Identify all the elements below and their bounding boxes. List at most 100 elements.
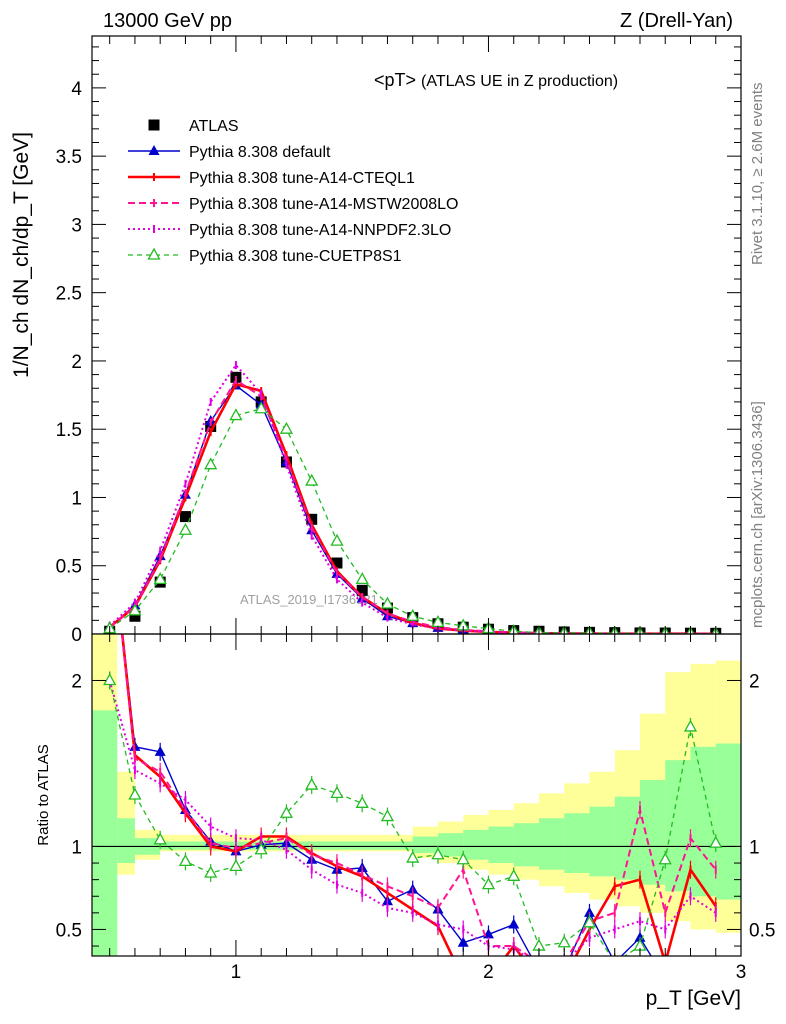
- data-point: [179, 511, 191, 523]
- data-point: [279, 421, 294, 434]
- ratio-y-tick-label: 0.5: [56, 920, 82, 941]
- uncertainty-band-inner: [639, 780, 666, 885]
- ratio-series-3: [108, 671, 717, 956]
- ratio-point: [614, 955, 616, 956]
- data-point: [178, 522, 193, 535]
- ratio-point: [634, 931, 646, 942]
- series-1: [104, 379, 720, 634]
- data-point: [229, 408, 243, 421]
- legend-marker: [148, 145, 160, 155]
- ratio-point: [153, 832, 167, 845]
- ratio-point: [457, 936, 469, 947]
- uncertainty-band-inner: [564, 813, 590, 874]
- main-title-text: (ATLAS UE in Z production): [421, 73, 618, 90]
- legend-entry: Pythia 8.308 default: [128, 144, 331, 161]
- main-title-symbol: <pT>: [374, 70, 416, 90]
- uncertainty-band-inner: [538, 818, 565, 870]
- process-label: Z (Drell-Yan): [620, 10, 733, 32]
- y-tick-label: 3.5: [56, 147, 82, 168]
- data-point: [331, 557, 343, 569]
- ratio-point: [279, 805, 294, 818]
- legend-entry: Pythia 8.308 tune-A14-NNPDF2.3LO: [128, 222, 451, 239]
- data-point: [330, 533, 344, 546]
- x-tick-label: 2: [483, 962, 494, 983]
- x-tick-label: 3: [736, 962, 747, 983]
- ratio-point: [330, 785, 344, 798]
- ratio-point: [507, 868, 521, 881]
- legend-entry: Pythia 8.308 tune-A14-MSTW2008LO: [128, 196, 458, 213]
- data-point: [305, 473, 319, 486]
- legend-entry: Pythia 8.308 tune-A14-CTEQL1: [128, 170, 415, 187]
- ratio-point: [103, 673, 117, 686]
- x-axis-label: p_T [GeV]: [646, 987, 741, 1010]
- ratio-y-tick-label-right: 1: [749, 837, 760, 858]
- ratio-point: [204, 865, 218, 878]
- legend: ATLAS Pythia 8.308 default Pythia 8.308 tu…: [128, 118, 458, 265]
- y-tick-label: 2: [71, 352, 82, 373]
- ratio-point: [709, 835, 723, 848]
- ratio-y-tick-label-right: 0.5: [749, 920, 775, 941]
- data-point: [306, 513, 318, 525]
- uncertainty-band-inner: [117, 818, 135, 864]
- uncertainty-band-inner: [665, 760, 691, 892]
- ratio-point: [104, 508, 115, 518]
- series-4: [108, 361, 717, 634]
- ratio-point: [305, 777, 319, 790]
- legend-label: Pythia 8.308 tune-A14-CTEQL1: [189, 170, 415, 187]
- data-point: [204, 457, 218, 470]
- legend-marker: [148, 119, 160, 131]
- rivet-version-label: Rivet 3.1.10, ≥ 2.6M events: [749, 83, 766, 266]
- ratio-point: [128, 787, 142, 800]
- y-tick-label: 2.5: [56, 284, 82, 305]
- ratio-point: [229, 859, 243, 872]
- data-point: [356, 584, 368, 596]
- uncertainty-band-inner: [437, 833, 464, 857]
- legend-label: Pythia 8.308 tune-A14-MSTW2008LO: [189, 196, 458, 213]
- series-2: [108, 380, 717, 634]
- legend-label: Pythia 8.308 tune-A14-NNPDF2.3LO: [189, 222, 451, 239]
- ratio-point: [355, 795, 369, 808]
- ratio-point: [609, 957, 620, 967]
- data-point: [380, 596, 395, 609]
- ratio-series-4: [103, 671, 723, 956]
- ratio-panel-frame: [91, 633, 742, 957]
- ratio-point: [431, 847, 445, 860]
- main-y-axis-label: 1/N_ch dN_ch/dp_T [GeV]: [10, 132, 33, 378]
- y-tick-label: 4: [71, 79, 82, 100]
- data-point: [254, 401, 268, 414]
- energy-label: 13000 GeV pp: [103, 10, 232, 32]
- legend-entry: ATLAS: [148, 118, 239, 135]
- ratio-point: [660, 973, 671, 983]
- y-tick-label: 0.5: [56, 557, 82, 578]
- legend-marker: [147, 247, 161, 260]
- ratio-point: [481, 877, 496, 890]
- main-panel: ATLAS_2019_I1736531 0 0.5 1 1.5 2 2.5 3 3.5 4 1/…: [10, 35, 742, 646]
- uncertainty-band-inner: [715, 743, 741, 900]
- ratio-point: [583, 906, 595, 917]
- legend-entry: Pythia 8.308 tune-CUETP8S1: [128, 247, 402, 265]
- series-line: [109, 363, 716, 634]
- series-line: [109, 384, 716, 634]
- data-point: [129, 610, 141, 622]
- data-point: [153, 572, 167, 585]
- series-line: [108, 382, 716, 634]
- uncertainty-band-inner: [412, 836, 438, 854]
- ratio-point: [508, 918, 520, 929]
- analysis-watermark: ATLAS_2019_I1736531: [240, 592, 378, 607]
- uncertainty-band-inner: [589, 806, 615, 877]
- uncertainty-band-inner: [513, 823, 539, 867]
- ratio-point: [380, 809, 395, 822]
- ratio-point: [582, 915, 597, 928]
- y-tick-label: 1.5: [56, 420, 82, 441]
- series-5: [103, 401, 720, 634]
- ratio-point: [559, 965, 570, 975]
- ratio-point: [406, 850, 420, 863]
- y-tick-label: 3: [71, 215, 82, 236]
- uncertainty-band-inner: [488, 826, 514, 864]
- ratio-y-axis-label: Ratio to ATLAS: [35, 744, 52, 845]
- uncertainty-band-inner: [463, 829, 489, 860]
- series-0: [104, 371, 722, 634]
- ratio-point: [557, 935, 571, 948]
- series-line: [109, 378, 716, 634]
